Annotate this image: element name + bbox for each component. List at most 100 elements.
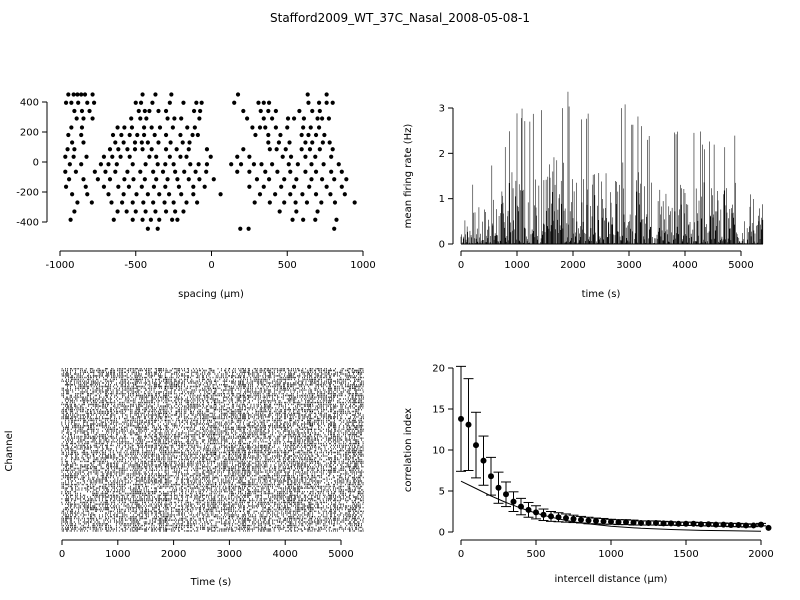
cell-position-point	[297, 108, 302, 114]
correlation-point	[608, 518, 614, 525]
cell-position-point	[165, 177, 170, 182]
cell-position-point	[181, 209, 186, 214]
cell-position-point	[95, 177, 100, 182]
cell-position-point	[136, 108, 141, 114]
cell-position-point	[84, 154, 89, 159]
correlation-point	[735, 522, 742, 529]
cell-position-point	[322, 132, 327, 138]
cell-position-point	[163, 108, 169, 114]
firing-rate-x-tick-label: 0	[458, 260, 464, 271]
cell-position-point	[165, 116, 170, 121]
cell-position-point	[273, 192, 278, 197]
correlation-point	[630, 519, 637, 526]
correlation-y-tick-label: 20	[432, 364, 445, 375]
cell-position-point	[127, 154, 132, 159]
cell-position-point	[299, 132, 304, 138]
cell-position-point	[90, 116, 95, 121]
cell-position-point	[157, 125, 163, 130]
correlation-point	[645, 519, 652, 526]
cell-position-point	[121, 192, 126, 197]
cell-position-point	[307, 184, 312, 189]
cell-position-point	[133, 100, 138, 105]
correlation-point	[653, 519, 659, 526]
cell-position-point	[253, 132, 258, 138]
cell-position-point	[63, 169, 68, 174]
cell-position-point	[147, 154, 152, 159]
cell-position-point	[110, 154, 115, 159]
cell-position-point	[324, 184, 329, 189]
cell-position-point	[185, 125, 190, 130]
cell-position-point	[175, 177, 180, 182]
positions-y-tick-label: 200	[20, 128, 39, 139]
cell-position-point	[140, 147, 145, 152]
positions-y-tick-label: -200	[16, 188, 39, 199]
cell-position-point	[294, 177, 299, 182]
correlation-point	[465, 421, 472, 428]
raster-x-label: Time (s)	[190, 577, 232, 588]
cell-position-point	[101, 184, 107, 189]
cell-position-point	[332, 226, 337, 231]
cell-position-point	[342, 192, 347, 197]
cell-position-point	[181, 100, 186, 105]
cell-position-point	[145, 226, 150, 231]
correlation-y-tick-label: 0	[439, 528, 445, 539]
cell-position-point	[79, 92, 84, 97]
cell-position-point	[316, 100, 322, 105]
correlation-y-tick-label: 10	[432, 446, 445, 457]
cell-position-point	[101, 154, 107, 159]
positions-x-tick-label: -500	[124, 260, 147, 271]
cell-position-point	[167, 154, 172, 159]
cell-position-point	[197, 116, 202, 121]
cell-position-point	[163, 132, 169, 138]
cell-position-point	[74, 116, 79, 121]
firing-rate-bars	[460, 91, 764, 244]
cell-position-point	[156, 140, 161, 145]
correlation-point	[615, 519, 622, 526]
cell-position-point	[81, 140, 86, 145]
cell-position-point	[63, 100, 69, 105]
cell-position-point	[315, 116, 320, 121]
cell-position-point	[309, 177, 314, 182]
cell-position-point	[319, 177, 325, 182]
cell-position-point	[152, 132, 157, 138]
cell-position-point	[129, 125, 135, 130]
correlation-point	[720, 521, 727, 528]
cell-position-point	[171, 162, 176, 167]
cell-position-point	[187, 140, 192, 145]
cell-position-point	[149, 125, 154, 130]
cell-position-point	[319, 200, 324, 205]
correlation-point	[548, 513, 554, 520]
cell-position-point	[317, 108, 322, 114]
cell-position-point	[139, 140, 144, 145]
cell-position-point	[295, 162, 300, 167]
cell-position-point	[184, 154, 189, 159]
cell-position-point	[154, 154, 159, 159]
cell-position-point	[235, 169, 240, 174]
cell-position-point	[246, 226, 251, 231]
cell-position-point	[79, 132, 84, 138]
cell-position-point	[121, 140, 126, 145]
cell-position-point	[178, 154, 183, 159]
cell-position-point	[313, 154, 318, 159]
cell-position-point	[163, 209, 169, 214]
cell-position-point	[204, 147, 210, 152]
correlation-point	[585, 517, 592, 524]
cell-position-point	[276, 140, 282, 145]
cell-position-point	[134, 192, 139, 197]
cell-position-point	[339, 184, 344, 189]
correlation-point	[593, 517, 599, 524]
cell-position-point	[261, 100, 266, 105]
cell-position-point	[72, 147, 77, 152]
firing-rate-y-label: mean firing rate (Hz)	[403, 124, 414, 229]
cell-position-point	[184, 200, 189, 205]
correlation-point	[623, 519, 629, 526]
cell-position-point	[79, 125, 85, 130]
correlation-point	[480, 457, 487, 464]
cell-position-point	[116, 147, 121, 152]
cell-position-point	[339, 169, 344, 174]
correlation-point	[510, 498, 517, 505]
firing-rate-panel: 0 1000 2000 3000 4000 5000 0 1 2 3 time (s) mean fi…	[403, 91, 764, 300]
cell-position-point	[293, 200, 298, 205]
cell-position-point	[111, 217, 116, 222]
